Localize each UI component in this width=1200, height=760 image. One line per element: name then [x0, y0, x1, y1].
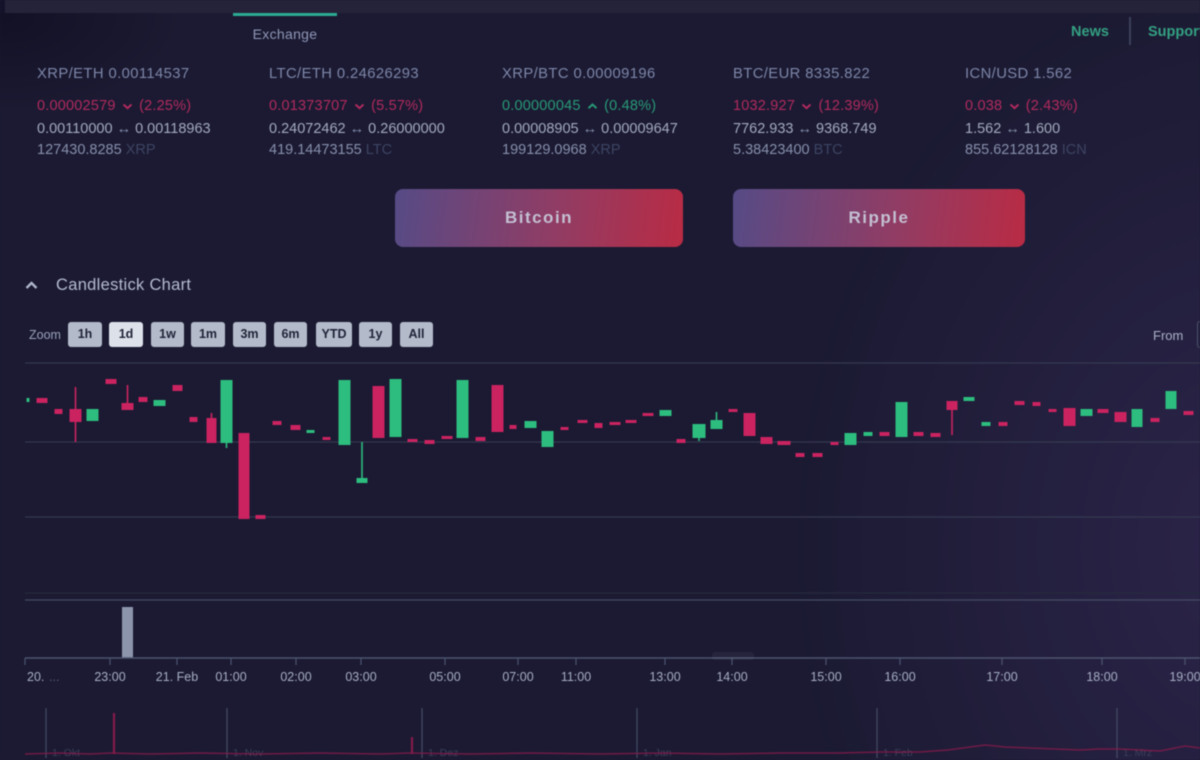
svg-text:1. Nov: 1. Nov — [233, 747, 264, 759]
svg-text:15:00: 15:00 — [810, 670, 841, 684]
svg-text:07:00: 07:00 — [502, 670, 533, 684]
svg-text:13:00: 13:00 — [649, 670, 680, 684]
svg-text:18:00: 18:00 — [1086, 670, 1117, 684]
svg-text:16:00: 16:00 — [884, 670, 915, 684]
svg-text:21. Feb: 21. Feb — [156, 670, 198, 684]
svg-text:17:00: 17:00 — [986, 670, 1017, 684]
svg-text:02:00: 02:00 — [280, 670, 311, 684]
svg-text:03:00: 03:00 — [345, 670, 376, 684]
svg-text:23:00: 23:00 — [94, 670, 125, 684]
svg-text:20.: 20. — [27, 670, 44, 684]
svg-text:11:00: 11:00 — [561, 670, 591, 684]
svg-text:01:00: 01:00 — [215, 670, 246, 684]
svg-text:...: ... — [49, 670, 59, 684]
svg-text:19:00: 19:00 — [1169, 670, 1200, 684]
svg-text:14:00: 14:00 — [716, 670, 747, 684]
svg-text:1. Feb: 1. Feb — [883, 747, 913, 759]
svg-text:05:00: 05:00 — [429, 670, 460, 684]
